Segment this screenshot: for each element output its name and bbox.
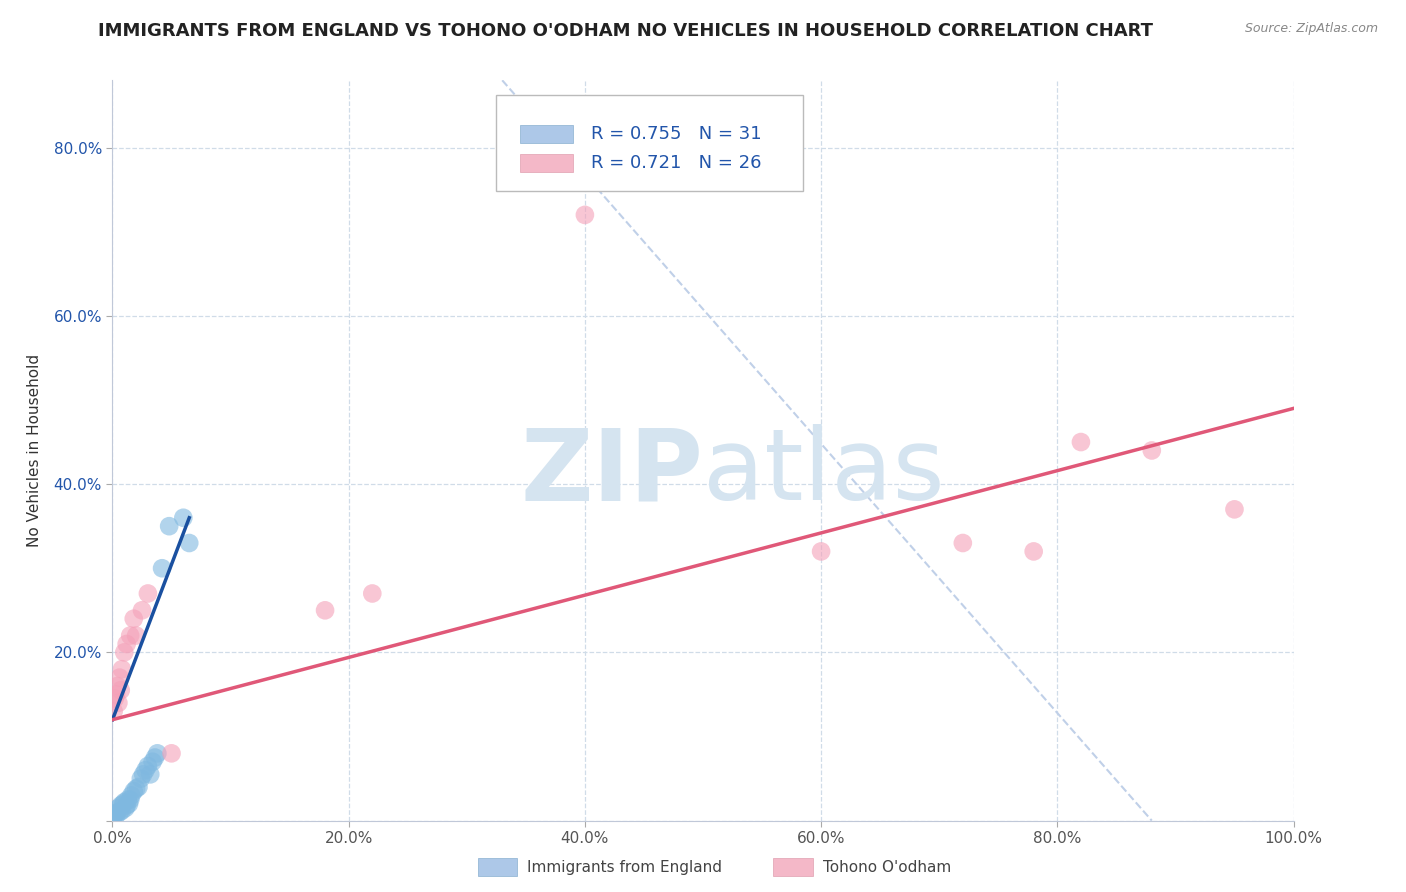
- Text: IMMIGRANTS FROM ENGLAND VS TOHONO O'ODHAM NO VEHICLES IN HOUSEHOLD CORRELATION C: IMMIGRANTS FROM ENGLAND VS TOHONO O'ODHA…: [98, 22, 1153, 40]
- Point: [115, 637, 138, 651]
- Point: [122, 612, 145, 626]
- Point: [117, 792, 139, 806]
- Point: [122, 784, 145, 798]
- Point: [112, 795, 135, 809]
- Point: [127, 780, 149, 794]
- Point: [125, 781, 148, 796]
- Point: [810, 544, 832, 558]
- Point: [115, 798, 138, 813]
- Point: [104, 806, 127, 821]
- Point: [105, 679, 128, 693]
- Point: [112, 797, 135, 811]
- Point: [136, 586, 159, 600]
- Point: [107, 696, 129, 710]
- Point: [1223, 502, 1246, 516]
- Point: [146, 747, 169, 761]
- Point: [160, 747, 183, 761]
- Point: [105, 808, 128, 822]
- Point: [120, 628, 142, 642]
- Point: [136, 759, 159, 773]
- Text: R = 0.721   N = 26: R = 0.721 N = 26: [591, 154, 761, 172]
- Y-axis label: No Vehicles in Household: No Vehicles in Household: [28, 354, 42, 547]
- Text: Immigrants from England: Immigrants from England: [527, 861, 723, 875]
- Point: [120, 792, 142, 806]
- Point: [143, 750, 166, 764]
- Point: [1022, 544, 1045, 558]
- Point: [105, 805, 128, 820]
- Text: ZIP: ZIP: [520, 425, 703, 521]
- Point: [108, 805, 131, 820]
- Point: [103, 704, 125, 718]
- Text: atlas: atlas: [703, 425, 945, 521]
- Point: [952, 536, 974, 550]
- Bar: [520, 125, 574, 143]
- Point: [1140, 443, 1163, 458]
- Point: [110, 683, 132, 698]
- Bar: [520, 154, 574, 172]
- Point: [103, 809, 125, 823]
- Text: Source: ZipAtlas.com: Source: ZipAtlas.com: [1244, 22, 1378, 36]
- FancyBboxPatch shape: [496, 95, 803, 191]
- Point: [142, 755, 165, 769]
- Point: [361, 586, 384, 600]
- Point: [112, 645, 135, 659]
- Point: [132, 767, 155, 781]
- Point: [125, 628, 148, 642]
- Point: [574, 208, 596, 222]
- Text: R = 0.755   N = 31: R = 0.755 N = 31: [591, 125, 762, 143]
- Point: [111, 662, 134, 676]
- Point: [114, 801, 136, 815]
- Point: [105, 688, 128, 702]
- Point: [135, 763, 157, 777]
- Point: [139, 767, 162, 781]
- Point: [120, 789, 142, 803]
- Point: [172, 510, 194, 524]
- Point: [108, 671, 131, 685]
- Point: [129, 772, 152, 786]
- Point: [131, 603, 153, 617]
- Point: [1070, 435, 1092, 450]
- Point: [118, 797, 141, 811]
- Point: [104, 691, 127, 706]
- Point: [179, 536, 201, 550]
- Point: [110, 798, 132, 813]
- Point: [111, 804, 134, 818]
- Point: [107, 801, 129, 815]
- Point: [150, 561, 173, 575]
- Point: [157, 519, 180, 533]
- Point: [314, 603, 336, 617]
- Text: Tohono O'odham: Tohono O'odham: [823, 861, 950, 875]
